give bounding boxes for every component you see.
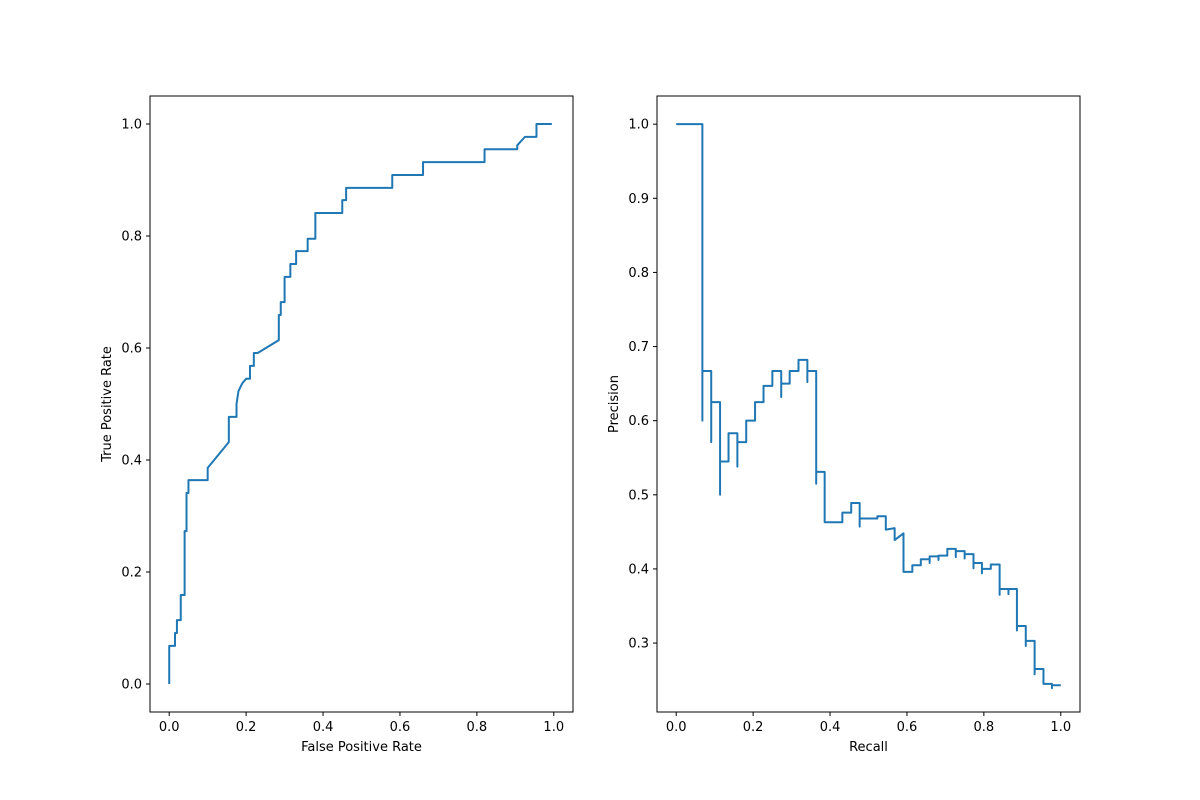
pr-x-tick-label: 0.8 [974,720,995,735]
roc-x-tick-label: 0.2 [236,720,257,735]
roc-x-tick-label: 0.8 [467,720,488,735]
precision-recall-axes-frame [656,95,1081,713]
roc-y-tick-label: 0.0 [121,678,142,693]
precision-recall-axes: 0.0 0.2 0.4 0.6 0.8 1.0 0.3 0.4 0.5 0.6 0.7 0.8 0.9 1… [607,95,1081,755]
roc-x-tick-label: 0.4 [313,720,334,735]
roc-axes-frame [149,95,574,713]
pr-y-axis-label: Precision [607,375,622,433]
roc-axes: 0.0 0.2 0.4 0.6 0.8 1.0 0.0 0.2 0.4 0.6 0.8 1.0 Fal… [100,95,574,755]
pr-x-tick-label: 1.0 [1050,720,1071,735]
pr-y-tick-label: 0.6 [628,414,649,429]
pr-y-tick-label: 0.7 [628,340,649,355]
roc-y-tick-label: 0.4 [121,454,142,469]
pr-x-tick-label: 0.0 [666,720,687,735]
pr-y-tick-label: 0.3 [628,637,649,652]
pr-y-tick-label: 0.5 [628,488,649,503]
roc-y-tick-label: 1.0 [121,118,142,133]
roc-x-tick-label: 1.0 [543,720,564,735]
pr-x-tick-label: 0.4 [820,720,841,735]
roc-x-tick-label: 0.0 [159,720,180,735]
roc-y-tick-label: 0.6 [121,342,142,357]
roc-y-tick-label: 0.2 [121,566,142,581]
roc-y-axis-label: True Positive Rate [100,346,115,463]
pr-y-tick-label: 0.8 [628,266,649,281]
pr-x-tick-label: 0.2 [743,720,764,735]
roc-x-tick-label: 0.6 [390,720,411,735]
pr-x-axis-label: Recall [849,740,888,755]
roc-x-axis-label: False Positive Rate [301,740,422,755]
roc-y-tick-label: 0.8 [121,230,142,245]
precision-recall-curve-line [676,123,1061,690]
pr-y-tick-label: 0.9 [628,192,649,207]
pr-y-tick-label: 0.4 [628,562,649,577]
pr-y-tick-label: 1.0 [628,118,649,133]
roc-curve-line [168,123,552,684]
pr-x-tick-label: 0.6 [897,720,918,735]
